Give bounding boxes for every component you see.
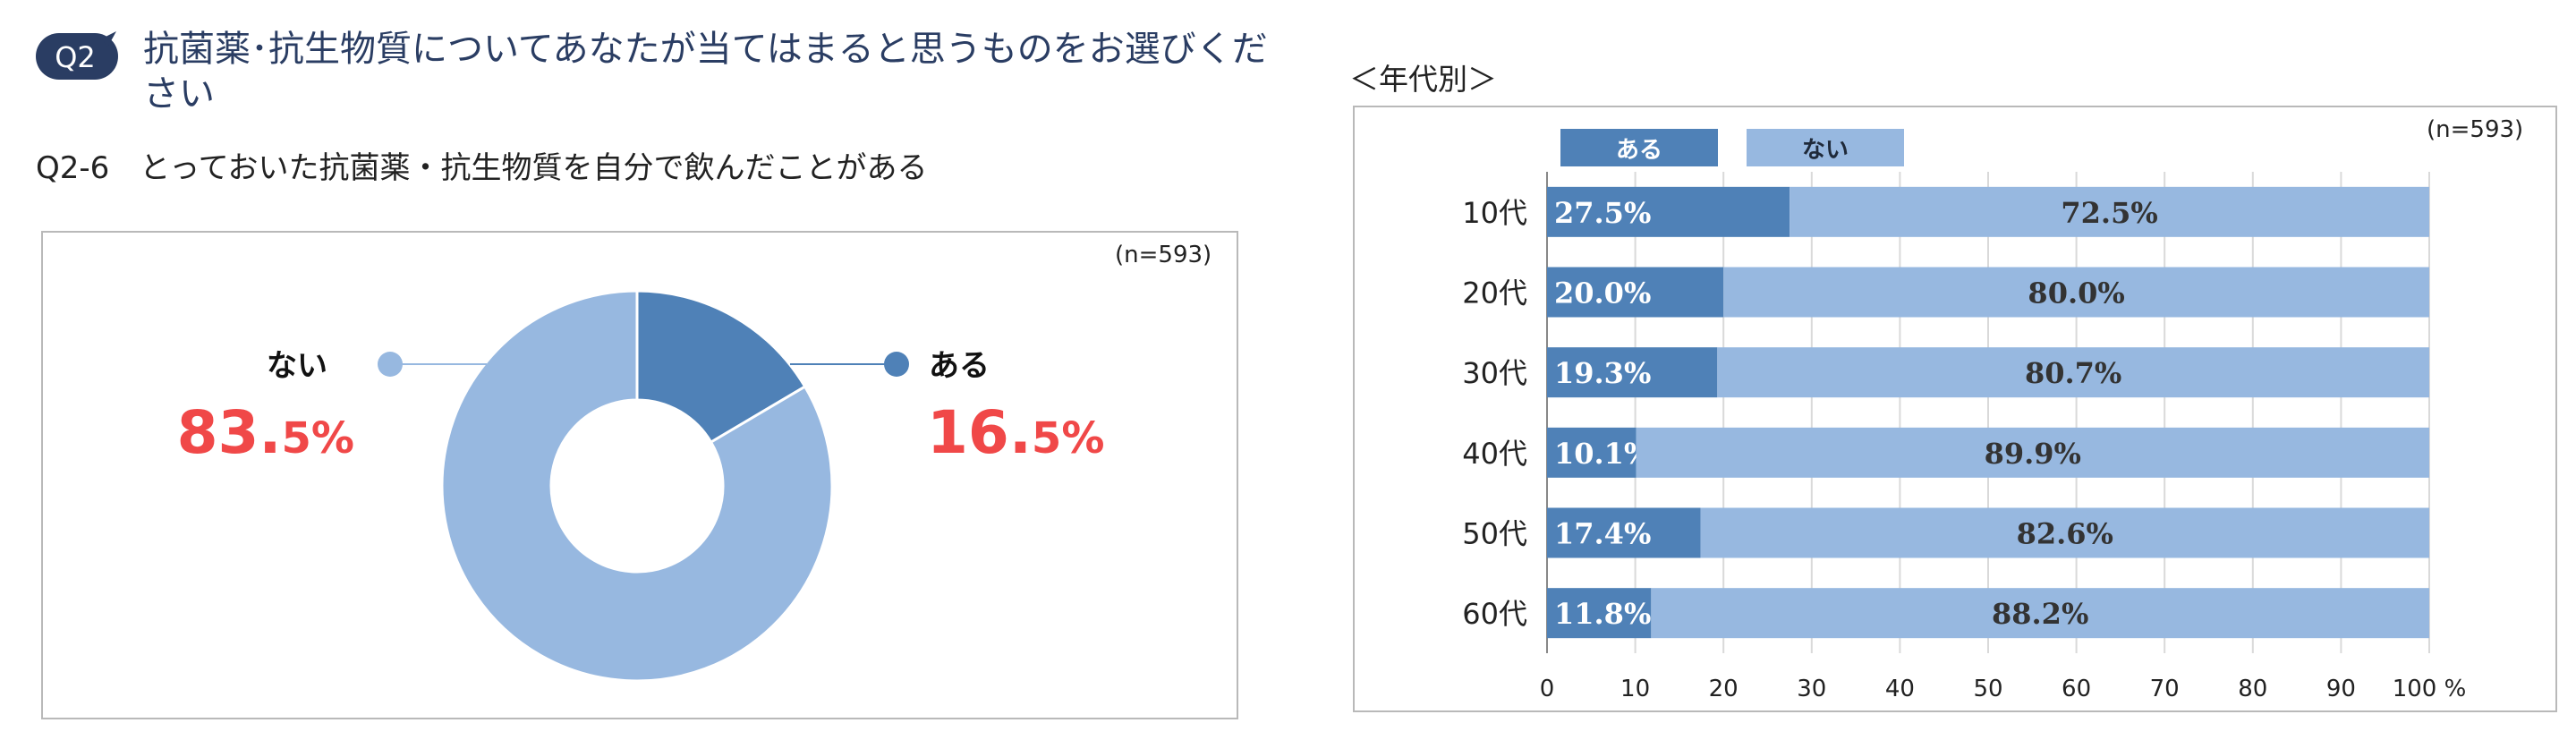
bar-nai-4 — [1636, 427, 2429, 478]
sub-question: Q2-6 とっておいた抗菌薬・抗生物質を自分で飲んだことがある — [36, 143, 928, 187]
question-badge: Q2 — [36, 31, 118, 80]
x-tick-label: 90 — [2326, 676, 2356, 702]
data-label-aru-5: 17.4% — [1554, 517, 1651, 551]
category-label: 20代 — [1462, 276, 1527, 310]
leader-dot-aru — [884, 352, 909, 377]
data-label-nai-3: 80.7% — [2025, 356, 2121, 390]
overall-sample-size: (n=593) — [1115, 242, 1212, 268]
age-sample-size: (n=593) — [2427, 116, 2524, 143]
x-tick-label: 100 % — [2393, 676, 2467, 702]
legend-nai-label: ない — [267, 348, 327, 384]
data-label-aru-2: 20.0% — [1554, 276, 1651, 310]
legend-aru-label: ある — [929, 348, 990, 384]
bar-nai-1 — [1790, 186, 2429, 237]
data-label-nai-6: 88.2% — [1992, 597, 2088, 631]
legend-label-aru: ある — [1616, 137, 1662, 164]
data-label-aru-3: 19.3% — [1554, 356, 1651, 390]
x-tick-label: 30 — [1797, 676, 1826, 702]
bar-nai-5 — [1700, 507, 2429, 558]
category-label: 10代 — [1462, 196, 1527, 230]
bar-aru-5 — [1547, 507, 1701, 558]
donut-slice-nai — [440, 289, 834, 683]
x-tick-label: 70 — [2150, 676, 2180, 702]
x-tick-label: 60 — [2062, 676, 2091, 702]
x-tick-label: 10 — [1620, 676, 1650, 702]
data-label-nai-5: 82.6% — [2017, 517, 2113, 551]
age-breakdown-label: ＜年代別＞ — [1349, 62, 1497, 97]
sub-question-text: とっておいた抗菌薬・抗生物質を自分で飲んだことがある — [140, 150, 928, 186]
category-label: 30代 — [1462, 356, 1527, 390]
data-label-aru-1: 27.5% — [1554, 196, 1651, 230]
data-label-nai-4: 89.9% — [1985, 437, 2081, 471]
category-label: 50代 — [1462, 517, 1527, 551]
bar-aru-1 — [1547, 186, 1790, 237]
legend-aru-value: 16.5% — [927, 398, 1104, 467]
data-label-nai-2: 80.0% — [2028, 276, 2124, 310]
x-tick-label: 40 — [1885, 676, 1915, 702]
legend-label-nai: ない — [1802, 137, 1849, 164]
x-tick-label: 50 — [1973, 676, 2002, 702]
legend-nai-value: 83.5% — [177, 398, 354, 467]
sub-question-id: Q2-6 — [36, 150, 110, 186]
bar-nai-2 — [1723, 267, 2429, 318]
bar-nai-3 — [1717, 347, 2429, 398]
data-label-nai-1: 72.5% — [2061, 196, 2157, 230]
legend-swatch-aru — [1560, 129, 1718, 166]
bar-aru-3 — [1547, 347, 1718, 398]
bar-aru-2 — [1547, 267, 1724, 318]
donut-slice-aru — [635, 289, 807, 445]
x-tick-label: 0 — [1540, 676, 1555, 702]
leader-dot-nai — [378, 352, 403, 377]
bar-aru-4 — [1547, 427, 1637, 478]
age-bar-chart: ある ない 27.5% 72.5% 20.0% 80.0% 19.3% 80.7% 10.1%… — [1462, 129, 2467, 702]
question-title: 抗菌薬･抗生物質についてあなたが当てはまると思うものをお選びください — [143, 29, 1268, 115]
x-tick-label: 80 — [2238, 676, 2267, 702]
category-label: 60代 — [1462, 597, 1527, 631]
category-label: 40代 — [1462, 437, 1527, 471]
question-badge-label: Q2 — [55, 40, 96, 74]
donut-chart: ない 83.5% ある 16.5% — [177, 289, 1104, 683]
x-tick-label: 20 — [1709, 676, 1739, 702]
overall-chart-frame — [41, 231, 1238, 719]
legend-swatch-nai — [1747, 129, 1904, 166]
bar-aru-6 — [1547, 588, 1652, 639]
data-label-aru-6: 11.8% — [1554, 597, 1651, 631]
age-chart-frame — [1353, 106, 2557, 712]
data-label-aru-4: 10.1% — [1554, 437, 1651, 471]
bar-nai-6 — [1651, 588, 2429, 639]
